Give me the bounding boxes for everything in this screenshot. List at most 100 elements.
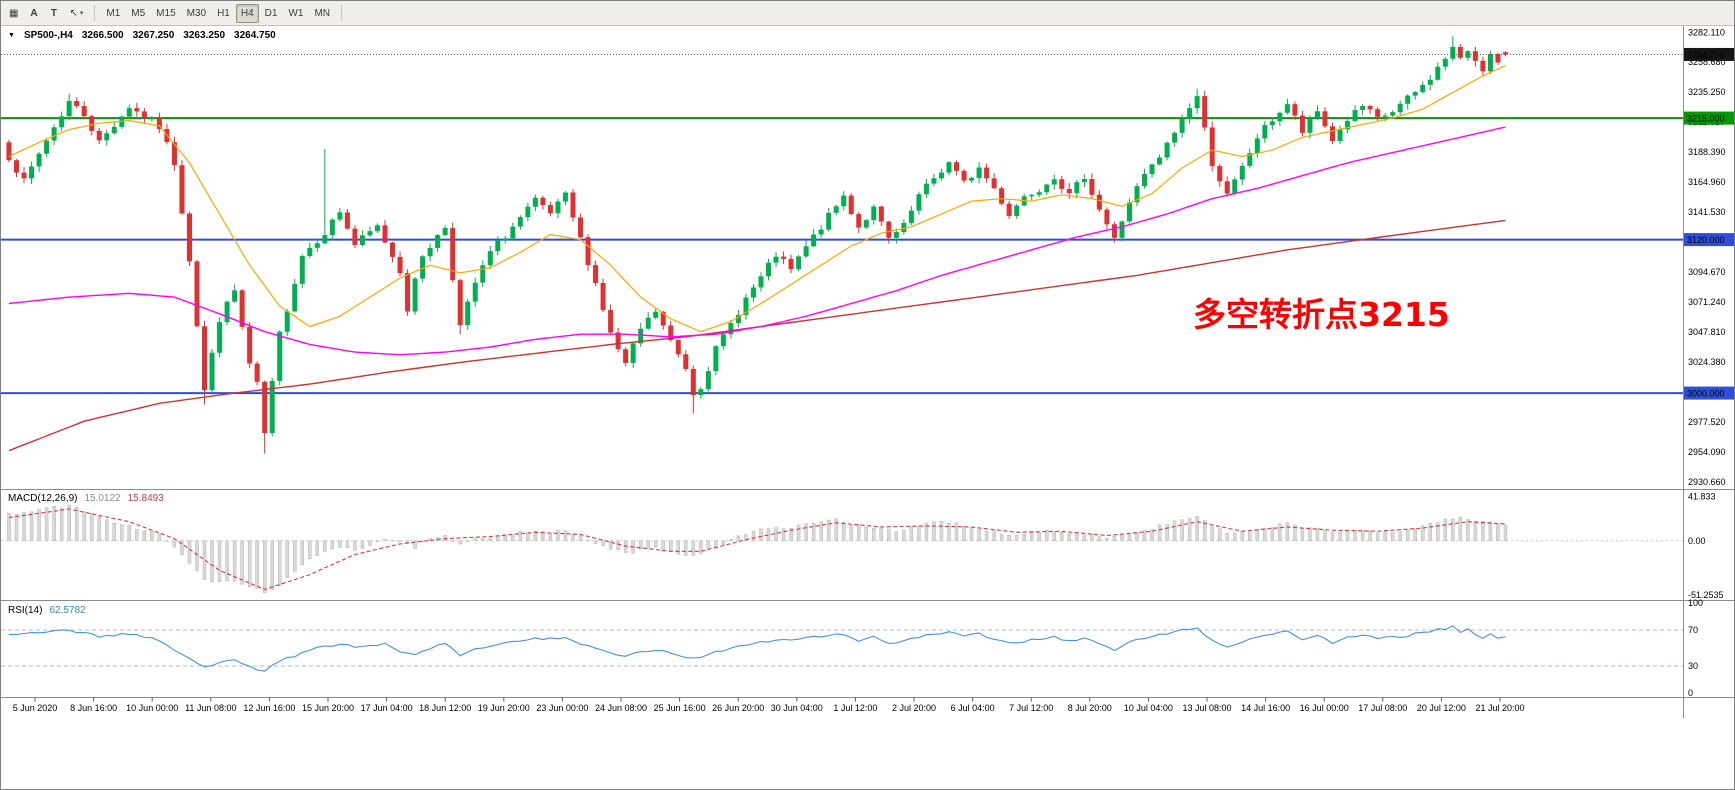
timeframe-h1-button[interactable]: H1 — [212, 4, 235, 23]
time-axis-label: 10 Jun 00:00 — [126, 703, 178, 713]
chart-area[interactable]: 3282.1103258.6803235.2503211.8203188.390… — [1, 26, 1735, 790]
mid-ma-line — [8, 126, 1506, 356]
price-axis-label: 2977.520 — [1688, 417, 1726, 427]
annotation-text[interactable]: 多空转折点3215 — [1193, 295, 1450, 334]
ohlc-open-value: 3266.500 — [81, 30, 124, 41]
candlestick-chart[interactable]: 3282.1103258.6803235.2503211.8203188.390… — [1, 26, 1735, 790]
timeframe-w1-button[interactable]: W1 — [283, 4, 308, 23]
price-badge-label: 3215.000 — [1687, 114, 1725, 124]
chevron-down-icon: ▾ — [79, 10, 84, 17]
price-axis-label: 3024.380 — [1688, 357, 1726, 367]
timeframe-h4-button[interactable]: H4 — [235, 3, 259, 23]
time-axis-label: 7 Jul 12:00 — [1009, 703, 1053, 713]
time-axis-label: 25 Jun 16:00 — [654, 703, 706, 713]
price-badge-label: 3000.000 — [1687, 389, 1725, 399]
panel-separators — [1, 26, 1734, 718]
time-axis[interactable]: 5 Jun 2020 8 Jun 16:00 10 Jun 00:00 11 Jun … — [13, 697, 1525, 714]
price-axis-label: 3164.960 — [1688, 177, 1726, 187]
macd-histogram — [7, 504, 1508, 594]
price-badge — [1684, 233, 1734, 247]
letter-t-icon: T — [50, 7, 57, 19]
time-axis-label: 26 Jun 20:00 — [712, 703, 764, 713]
candles — [6, 36, 1508, 454]
letter-a-icon: A — [30, 7, 38, 19]
price-badge — [1684, 111, 1734, 125]
timeframe-m15-button[interactable]: M15 — [151, 4, 180, 23]
ohlc-low-value: 3263.250 — [183, 30, 226, 41]
price-axis-label: 3235.250 — [1688, 87, 1726, 97]
cursor-tool-button[interactable]: ↖ ▾ — [64, 4, 88, 23]
rsi-line — [9, 625, 1506, 672]
time-axis-label: 18 Jun 12:00 — [419, 703, 471, 713]
timeframe-mn-button[interactable]: MN — [309, 4, 335, 23]
price-axis-label: 3188.390 — [1688, 147, 1726, 157]
rsi-axis-label: 30 — [1688, 661, 1698, 671]
price-axis-label: 3047.810 — [1688, 327, 1726, 337]
time-axis-label: 12 Jun 16:00 — [243, 703, 295, 713]
text-label-button[interactable]: T — [44, 4, 63, 23]
toolbar: ▦ A T ↖ ▾ M1 M5 M15 M30 H1 H4 D1 W1 MN — [1, 1, 1734, 26]
time-axis-label: 17 Jun 04:00 — [361, 703, 413, 713]
price-axis-label: 3282.110 — [1688, 27, 1725, 37]
macd-axis-label: 41.833 — [1688, 492, 1716, 502]
time-axis-label: 14 Jul 16:00 — [1241, 703, 1290, 713]
macd-axis[interactable]: 41.833 0.00 -51.2535 — [1688, 492, 1724, 600]
grid-icon: ▦ — [9, 7, 19, 19]
ohlc-close-value: 3264.750 — [234, 30, 276, 41]
price-badge — [1684, 386, 1734, 400]
time-axis-label: 30 Jun 04:00 — [771, 703, 823, 713]
timeframe-m1-button[interactable]: M1 — [101, 4, 125, 23]
time-axis-label: 1 Jul 12:00 — [833, 703, 877, 713]
price-axis[interactable]: 3282.1103258.6803235.2503211.8203188.390… — [1688, 27, 1726, 487]
price-axis-label: 3094.670 — [1688, 267, 1726, 277]
macd-axis-label: -51.2535 — [1688, 590, 1724, 600]
timeframe-m30-button[interactable]: M30 — [182, 4, 211, 23]
macd-main-value: 15.0122 — [84, 493, 121, 504]
macd-signal-line — [8, 508, 1506, 590]
time-axis-label: 19 Jun 20:00 — [478, 703, 530, 713]
time-axis-label: 16 Jul 00:00 — [1300, 703, 1349, 713]
timeframe-button-group: M1 M5 M15 M30 H1 H4 D1 W1 MN — [101, 3, 335, 23]
time-axis-label: 15 Jun 20:00 — [302, 703, 354, 713]
price-badge — [1684, 47, 1734, 61]
rsi-axis-label: 70 — [1688, 625, 1698, 635]
price-badge-label: 3264.750 — [1687, 50, 1725, 60]
collapse-arrow-icon[interactable]: ▼ — [8, 32, 15, 39]
timeframe-m5-button[interactable]: M5 — [126, 4, 150, 23]
macd-indicator-name: MACD(12,26,9) — [8, 493, 78, 504]
horizontal-line-objects[interactable] — [1, 117, 1683, 395]
rsi-indicator-name: RSI(14) — [8, 605, 43, 616]
price-badges: 3264.750 3215.000 3120.000 3000.000 — [1684, 47, 1734, 400]
rsi-panel-label: RSI(14) 62.5782 — [8, 605, 86, 616]
indicator-level-lines — [1, 540, 1683, 667]
chart-grid-button[interactable]: ▦ — [4, 4, 23, 23]
time-axis-label: 8 Jul 20:00 — [1068, 703, 1112, 713]
time-axis-label: 24 Jun 08:00 — [595, 703, 647, 713]
time-axis-label: 21 Jul 20:00 — [1475, 703, 1524, 713]
rsi-axis-label: 100 — [1688, 598, 1703, 608]
macd-axis-label: 0.00 — [1688, 536, 1706, 546]
price-axis-label: 3071.240 — [1688, 297, 1726, 307]
time-axis-label: 10 Jul 04:00 — [1124, 703, 1173, 713]
time-axis-label: 23 Jun 00:00 — [536, 703, 588, 713]
time-axis-label: 2 Jul 20:00 — [892, 703, 936, 713]
time-axis-label: 17 Jul 08:00 — [1358, 703, 1407, 713]
time-axis-label: 5 Jun 2020 — [13, 703, 58, 713]
time-axis-label: 6 Jul 04:00 — [951, 703, 995, 713]
rsi-axis[interactable]: 100 70 30 0 — [1688, 598, 1703, 698]
macd-signal-value: 15.8493 — [127, 493, 164, 504]
toolbar-separator — [94, 5, 96, 21]
fast-ma-line — [8, 65, 1506, 333]
symbol-timeframe-label: SP500-,H4 — [23, 30, 73, 41]
time-axis-label: 20 Jul 12:00 — [1417, 703, 1466, 713]
text-annotation-button[interactable]: A — [24, 4, 43, 23]
price-axis-label: 3258.680 — [1688, 57, 1726, 67]
timeframe-d1-button[interactable]: D1 — [260, 4, 283, 23]
time-axis-label: 11 Jun 08:00 — [185, 703, 236, 713]
rsi-axis-label: 0 — [1688, 688, 1693, 698]
time-axis-label: 13 Jul 08:00 — [1182, 703, 1231, 713]
chart-header: ▼ SP500-,H4 3266.500 3267.250 3263.250 3… — [8, 30, 276, 41]
price-axis-label: 2930.660 — [1688, 477, 1726, 487]
cursor-icon: ↖ — [69, 7, 78, 19]
